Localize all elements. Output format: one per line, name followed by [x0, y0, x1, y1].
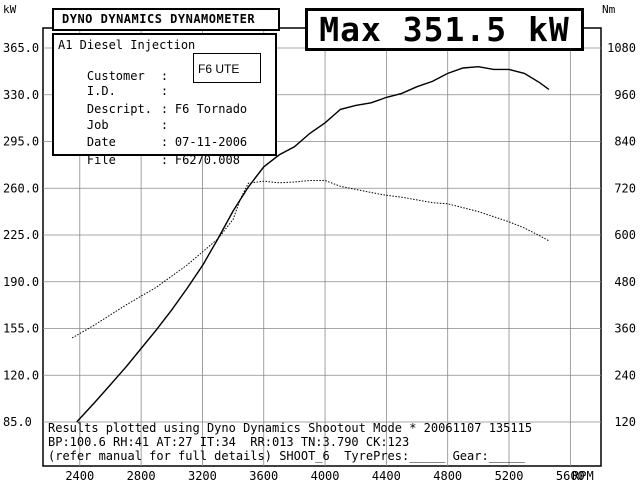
y-tick-label: 155.0: [3, 322, 39, 336]
series: [71, 65, 550, 423]
job-label: Job: [86, 118, 109, 132]
date-row: Date:07-11-2006: [58, 121, 247, 163]
x-tick-label: 3600: [249, 469, 278, 483]
x-tick-label: 5200: [495, 469, 524, 483]
x-tick-label: 5600: [556, 469, 585, 483]
y2-tick-label: 360: [614, 322, 636, 336]
power-curve: [76, 65, 550, 423]
y2-tick-label: 240: [614, 368, 636, 382]
y-tick-label: 295.0: [3, 135, 39, 149]
axes: 85.0 120 120.0 240 155.0 360 190.0 480 225.0 600 2…: [3, 41, 636, 483]
y2-tick-label: 600: [614, 228, 636, 242]
y2-tick-label: 840: [614, 135, 636, 149]
y2-tick-label: 720: [614, 181, 636, 195]
dyno-title: DYNO DYNAMICS DYNAMOMETER: [52, 8, 280, 31]
x-axis-unit: RPM: [572, 469, 594, 483]
date-value: 07-11-2006: [174, 135, 248, 149]
file-label: File: [86, 153, 116, 167]
colon: :: [160, 69, 169, 83]
y-tick-label: 120.0: [3, 368, 39, 382]
id-label: I.D.: [86, 84, 116, 98]
left-axis-unit: kW: [3, 3, 17, 16]
footer-reference-line: (refer manual for full details) SHOOT_6 …: [48, 449, 525, 463]
y-tick-label: 365.0: [3, 41, 39, 55]
customer-value: F6 UTE: [193, 53, 261, 83]
colon: :: [160, 84, 169, 98]
date-label: Date: [86, 135, 116, 149]
info-panel: A1 Diesel Injection Customer: I.D.: F6 U…: [52, 33, 277, 167]
x-tick-label: 4400: [372, 469, 401, 483]
colon: :: [160, 118, 169, 132]
descript-row: Descript.: F6 Tornado: [58, 88, 247, 130]
y-tick-label: 85.0: [3, 415, 32, 429]
y-tick-label: 225.0: [3, 228, 39, 242]
y2-tick-label: 1080: [607, 41, 636, 55]
y2-tick-label: 120: [614, 415, 636, 429]
y2-tick-label: 960: [614, 88, 636, 102]
descript-label: Descript.: [86, 102, 152, 116]
footer-conditions-line: BP:100.6 RH:41 AT:27 IT:34 RR:013 TN:3.7…: [48, 435, 410, 449]
company-name: A1 Diesel Injection: [58, 38, 196, 52]
id-row: I.D.:: [58, 70, 175, 112]
x-tick-label: 2800: [127, 469, 156, 483]
y-tick-label: 330.0: [3, 88, 39, 102]
customer-row: Customer:: [58, 55, 175, 97]
file-value: F6270.008: [174, 153, 240, 167]
x-tick-label: 3200: [188, 469, 217, 483]
colon: :: [160, 135, 169, 149]
y-tick-label: 190.0: [3, 275, 39, 289]
x-tick-label: 4800: [433, 469, 462, 483]
descript-value: F6 Tornado: [174, 102, 248, 116]
max-power-banner: Max 351.5 kW: [305, 8, 584, 51]
file-row: File: F6270.008: [58, 139, 240, 181]
colon: :: [160, 153, 169, 167]
customer-label: Customer: [86, 69, 145, 83]
job-row: Job:: [58, 104, 175, 146]
colon: :: [160, 102, 169, 116]
x-tick-label: 4000: [311, 469, 340, 483]
x-tick-label: 2400: [65, 469, 94, 483]
y2-tick-label: 480: [614, 275, 636, 289]
right-axis-unit: Nm: [602, 3, 616, 16]
y-tick-label: 260.0: [3, 181, 39, 195]
torque-curve: [71, 180, 550, 339]
footer-results-line: Results plotted using Dyno Dynamics Shoo…: [48, 421, 533, 435]
